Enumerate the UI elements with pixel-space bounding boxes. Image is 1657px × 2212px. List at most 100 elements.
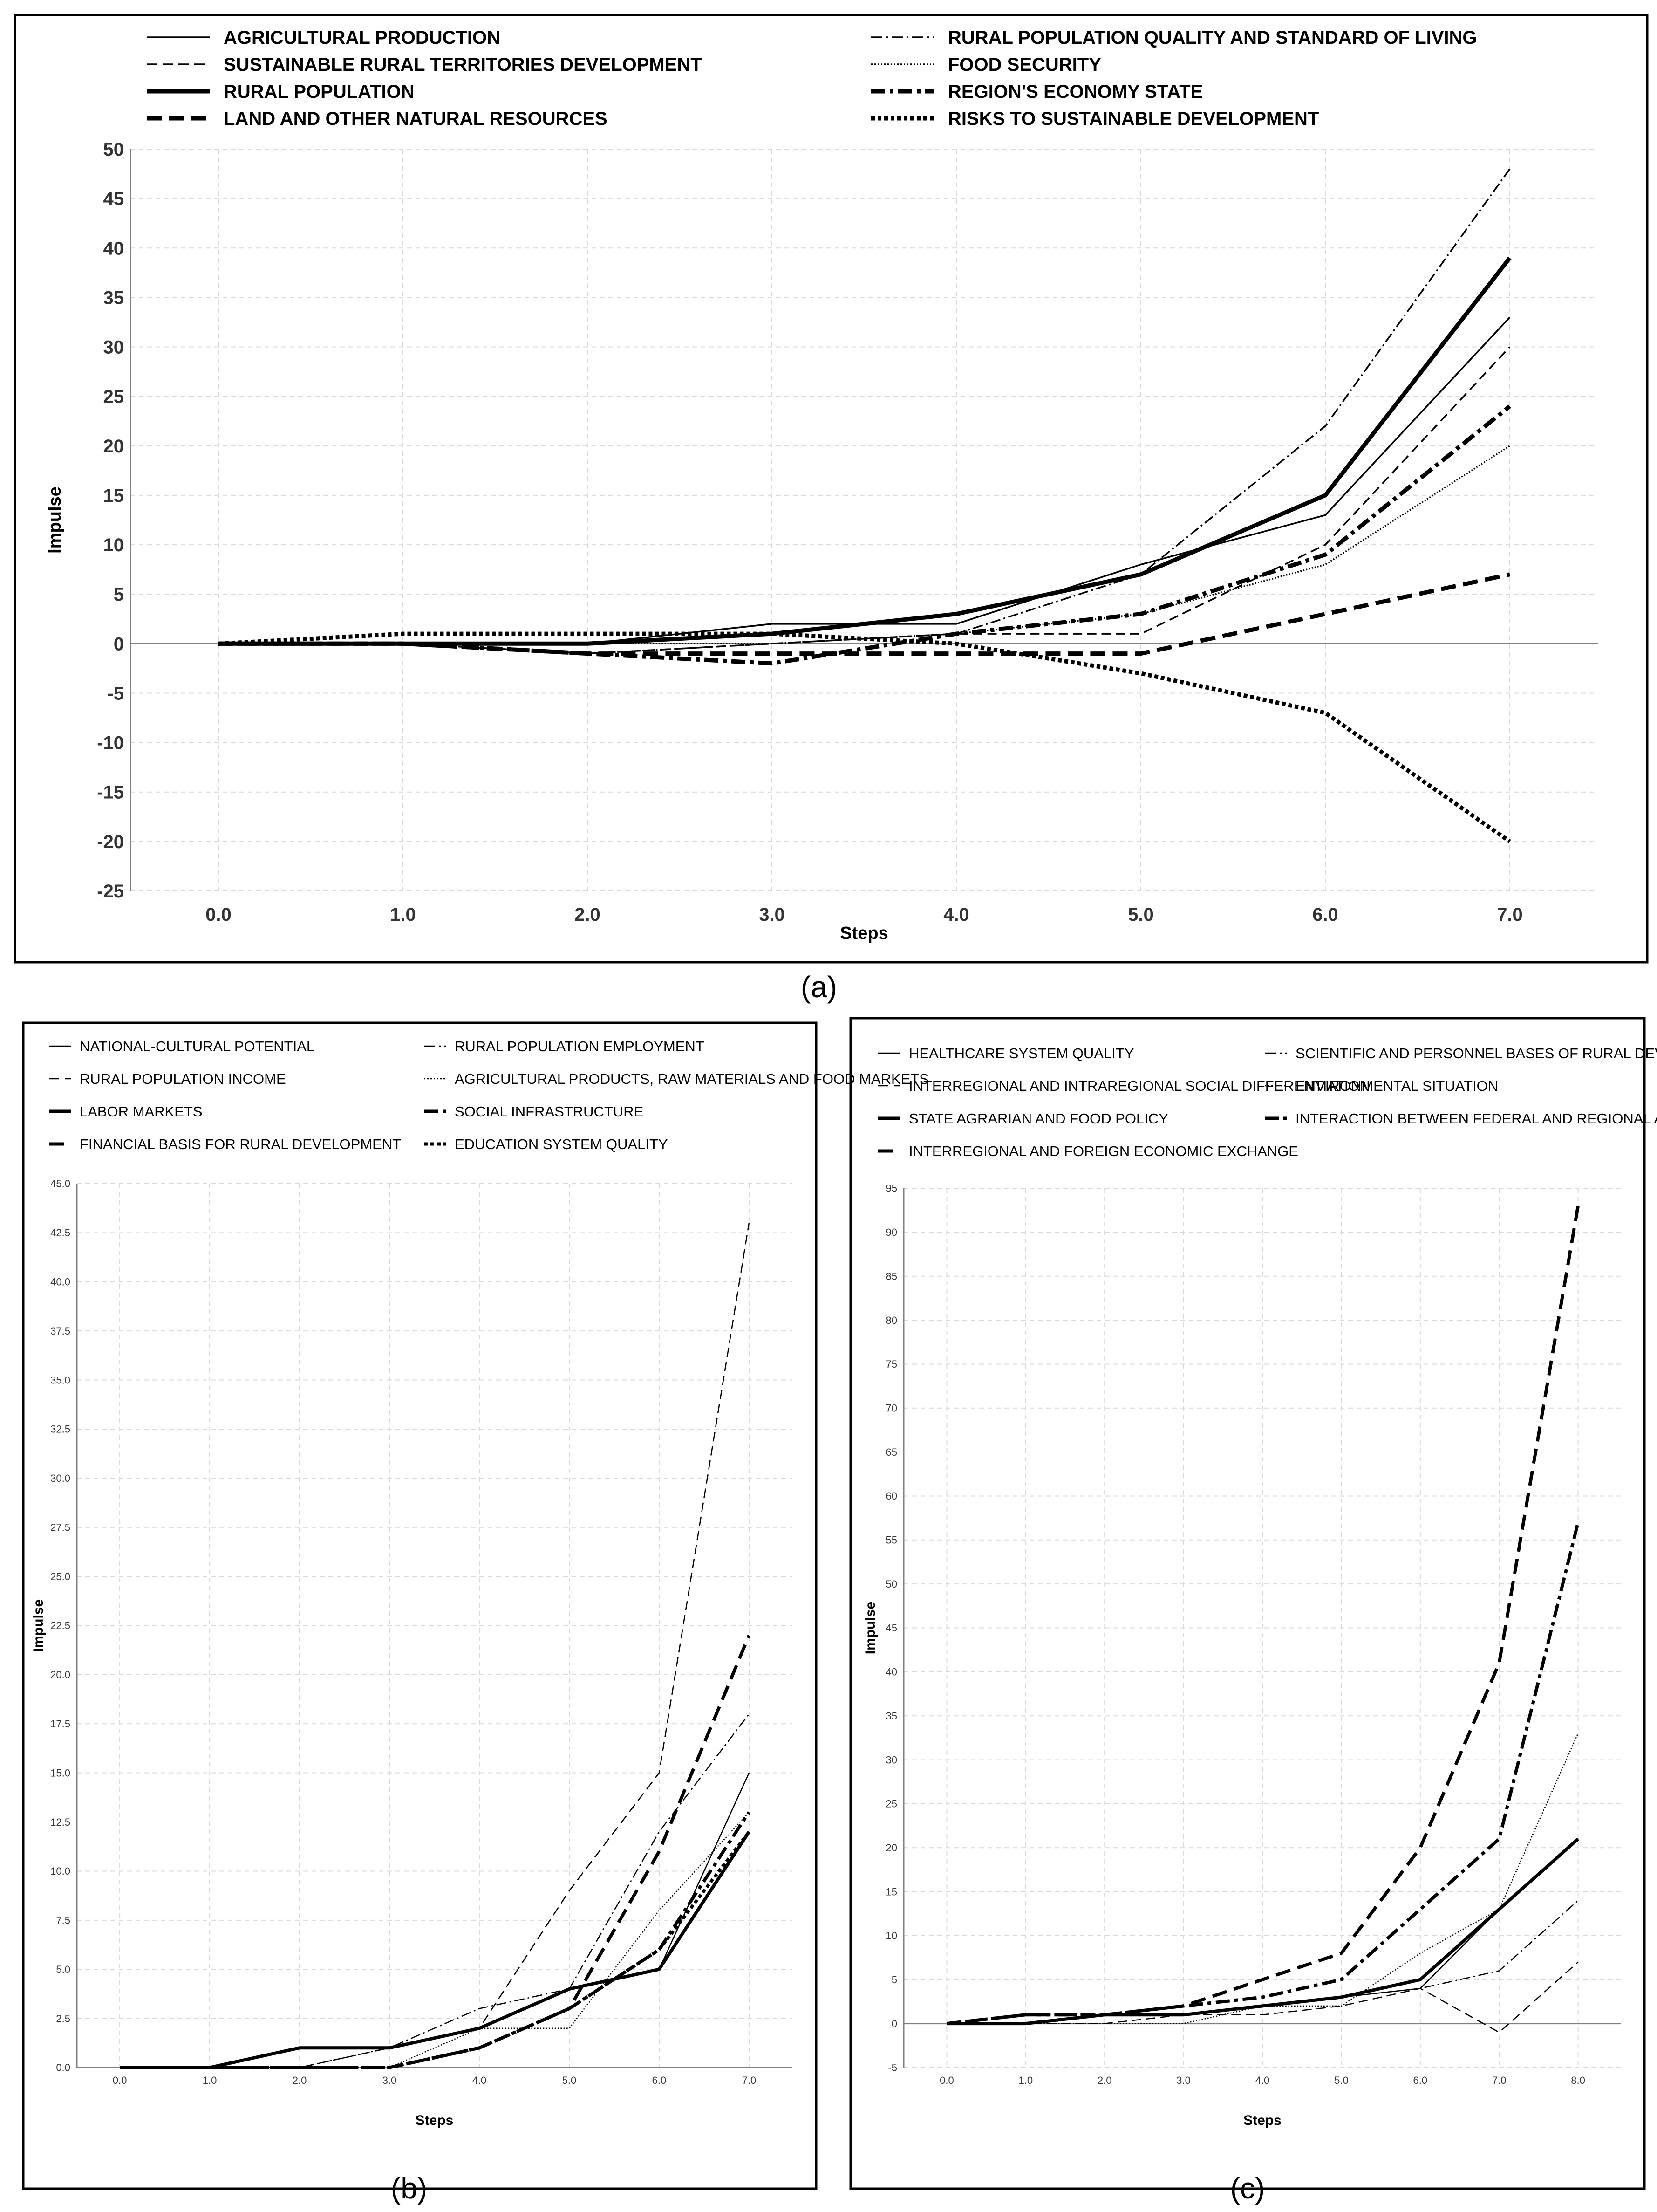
y-tick-label: 10 <box>886 1930 897 1942</box>
y-tick-label: 5.0 <box>56 1964 70 1975</box>
y-tick-label: 80 <box>886 1315 897 1326</box>
x-tick-label: 3.0 <box>759 904 785 925</box>
y-tick-label: 35 <box>103 288 124 308</box>
y-tick-label: 20 <box>103 436 124 457</box>
y-tick-label: 2.5 <box>56 2013 70 2024</box>
y-tick-label: 25 <box>103 387 124 407</box>
y-tick-label: 25.0 <box>50 1571 70 1582</box>
legend-label: RURAL POPULATION EMPLOYMENT <box>455 1038 704 1055</box>
legend-label: AGRICULTURAL PRODUCTS, RAW MATERIALS AND… <box>455 1071 929 1087</box>
y-tick-label: 25 <box>886 1798 897 1810</box>
legend-item: LABOR MARKETS <box>49 1103 203 1120</box>
series-line-labor-markets <box>120 1831 750 2069</box>
y-tick-label: 12.5 <box>50 1816 70 1828</box>
legend-item: INTERREGIONAL AND INTRAREGIONAL SOCIAL D… <box>878 1078 1370 1094</box>
legend-label: RISKS TO SUSTAINABLE DEVELOPMENT <box>948 109 1319 129</box>
legend-label: FOOD SECURITY <box>948 55 1101 75</box>
x-tick-label: 7.0 <box>1492 2075 1507 2086</box>
x-tick-label: 6.0 <box>652 2075 667 2086</box>
legend-label: AGRICULTURAL PRODUCTION <box>224 27 500 48</box>
y-tick-label: 27.5 <box>50 1521 70 1533</box>
x-axis-label: Steps <box>1243 2113 1282 2128</box>
y-axis-label: Impulse <box>863 1602 878 1654</box>
x-tick-label: 1.0 <box>390 904 416 925</box>
series-line-state-agrarian-and-food-policy <box>947 1837 1579 2026</box>
y-tick-label: 20 <box>886 1842 897 1854</box>
y-tick-label: 35 <box>886 1710 897 1722</box>
x-tick-label: 3.0 <box>382 2075 397 2086</box>
x-tick-label: 7.0 <box>1497 904 1523 925</box>
y-tick-label: 50 <box>103 139 124 160</box>
x-tick-label: 6.0 <box>1413 2075 1428 2086</box>
legend-item: SCIENTIFIC AND PERSONNEL BASES OF RURAL … <box>1265 1045 1657 1061</box>
x-tick-label: 6.0 <box>1312 904 1338 925</box>
y-tick-label: 55 <box>886 1534 897 1546</box>
legend-label: REGION'S ECONOMY STATE <box>948 82 1203 102</box>
legend-label: FINANCIAL BASIS FOR RURAL DEVELOPMENT <box>80 1136 401 1152</box>
x-tick-label: 1.0 <box>1019 2075 1033 2086</box>
x-tick-label: 5.0 <box>562 2075 577 2086</box>
y-tick-label: 0.0 <box>56 2062 70 2074</box>
y-tick-label: 50 <box>886 1578 897 1590</box>
x-tick-label: 4.0 <box>472 2075 487 2086</box>
y-tick-label: -10 <box>97 733 124 753</box>
y-tick-label: 0 <box>892 2018 897 2029</box>
legend-item: AGRICULTURAL PRODUCTS, RAW MATERIALS AND… <box>424 1071 929 1087</box>
y-tick-label: 7.5 <box>56 1915 70 1926</box>
y-tick-label: 5 <box>892 1974 897 1986</box>
series-line-land-and-other-natural-resources <box>218 572 1510 656</box>
panel-a-frame <box>14 14 1649 964</box>
series-lines <box>218 168 1512 843</box>
y-tick-label: 10.0 <box>50 1865 70 1877</box>
y-tick-label: -20 <box>97 832 124 852</box>
series-line-region-s-economy-state <box>218 404 1511 666</box>
y-axis-label: Impulse <box>45 486 65 554</box>
x-tick-label: 0.0 <box>940 2075 954 2086</box>
legend-label: INTERACTION BETWEEN FEDERAL AND REGIONAL… <box>1296 1110 1657 1127</box>
x-tick-label: 2.0 <box>1098 2075 1112 2086</box>
legend-label: INTERREGIONAL AND FOREIGN ECONOMIC EXCHA… <box>909 1143 1298 1159</box>
y-tick-label: 40 <box>886 1666 897 1678</box>
legend-item: INTERREGIONAL AND FOREIGN ECONOMIC EXCHA… <box>878 1143 1298 1159</box>
legend-item: RURAL POPULATION QUALITY AND STANDARD OF… <box>871 27 1477 48</box>
legend-item: FOOD SECURITY <box>871 55 1101 75</box>
x-tick-label: 0.0 <box>113 2075 127 2086</box>
legend-label: LAND AND OTHER NATURAL RESOURCES <box>224 109 607 129</box>
legend: AGRICULTURAL PRODUCTION RURAL POPULATION … <box>147 27 1477 129</box>
legend-label: LABOR MARKETS <box>80 1103 203 1120</box>
y-tick-label: 30 <box>886 1754 897 1766</box>
y-tick-label: 32.5 <box>50 1424 70 1435</box>
legend-label: RURAL POPULATION <box>224 82 415 102</box>
y-tick-label: 45.0 <box>50 1178 70 1190</box>
panel-b-frame <box>22 1021 818 2190</box>
y-axis-label: Impulse <box>31 1599 46 1652</box>
y-tick-label: 75 <box>886 1358 897 1370</box>
legend-label: EDUCATION SYSTEM QUALITY <box>455 1136 668 1152</box>
x-tick-label: 4.0 <box>943 904 969 925</box>
y-tick-label: 30.0 <box>50 1472 70 1484</box>
y-tick-label: -25 <box>97 881 124 902</box>
x-tick-label: 2.0 <box>574 904 600 925</box>
gridlines <box>904 1188 1621 2068</box>
y-tick-label: 10 <box>103 535 124 555</box>
legend-item: ENVIRONMENTAL SITUATION <box>1265 1078 1498 1094</box>
x-tick-label: 8.0 <box>1571 2075 1585 2086</box>
legend-label: NATIONAL-CULTURAL POTENTIAL <box>80 1038 314 1055</box>
series-line-rural-population-employment <box>120 1713 750 2068</box>
y-tick-label: 30 <box>103 337 124 358</box>
series-lines <box>120 1223 751 2069</box>
legend-item: RURAL POPULATION EMPLOYMENT <box>424 1038 704 1055</box>
y-tick-label: 22.5 <box>50 1620 70 1631</box>
legend-label: ENVIRONMENTAL SITUATION <box>1296 1078 1498 1094</box>
x-axis-label: Steps <box>840 924 888 943</box>
y-tick-label: 15 <box>886 1886 897 1897</box>
legend-label: SCIENTIFIC AND PERSONNEL BASES OF RURAL … <box>1296 1045 1657 1061</box>
caption-a: (a) <box>801 970 837 1004</box>
y-tick-label: 45 <box>886 1622 897 1634</box>
x-tick-label: 2.0 <box>293 2075 307 2086</box>
caption-c: (c) <box>1230 2171 1265 2205</box>
legend-item: FINANCIAL BASIS FOR RURAL DEVELOPMENT <box>49 1136 401 1152</box>
y-tick-label: 17.5 <box>50 1718 70 1730</box>
